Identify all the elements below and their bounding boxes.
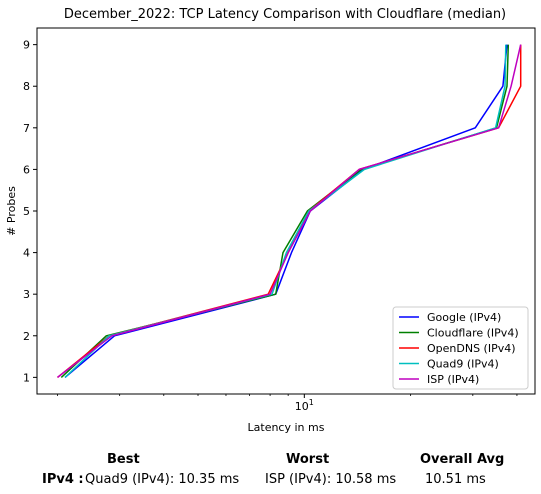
y-tick-label: 2 [23,330,30,343]
y-tick-label: 9 [23,39,30,52]
y-tick-label: 6 [23,163,30,176]
worst-value: ISP (IPv4): 10.58 ms [265,472,397,487]
y-tick-label: 3 [23,288,30,301]
y-tick-label: 4 [23,247,30,260]
y-axis-label: # Probes [5,186,18,236]
legend-label: Quad9 (IPv4) [427,358,499,371]
y-tick-label: 5 [23,205,30,218]
x-axis-label: Latency in ms [248,421,325,434]
series-layer [57,44,522,378]
legend-label: OpenDNS (IPv4) [427,342,516,355]
x-tick-label: 101 [295,398,314,413]
legend-label: ISP (IPv4) [427,373,479,386]
legend-label: Google (IPv4) [427,311,501,324]
best-value: Quad9 (IPv4): 10.35 ms [85,472,240,487]
overall-avg-header: Overall Avg [420,452,505,467]
legend-box [392,306,529,390]
y-tick-label: 1 [23,371,30,384]
x-tick-label-base: 10 [295,400,309,413]
legend: Google (IPv4) Cloudflare (IPv4) OpenDNS (I… [392,306,529,390]
y-axis: 1 2 3 4 5 6 7 8 9 [23,39,37,384]
best-header: Best [107,452,140,467]
worst-header: Worst [286,452,330,467]
x-tick-label-exponent: 1 [309,398,314,407]
legend-label: Cloudflare (IPv4) [427,327,519,340]
x-axis: 101 [57,394,518,413]
overall-avg-value: 10.51 ms [425,472,486,487]
series-line-isp-ipv4 [57,44,522,378]
y-tick-label: 7 [23,122,30,135]
chart-title: December_2022: TCP Latency Comparison wi… [64,7,506,22]
ipv4-row-label: IPv4 : [42,472,84,487]
y-tick-label: 8 [23,80,30,93]
